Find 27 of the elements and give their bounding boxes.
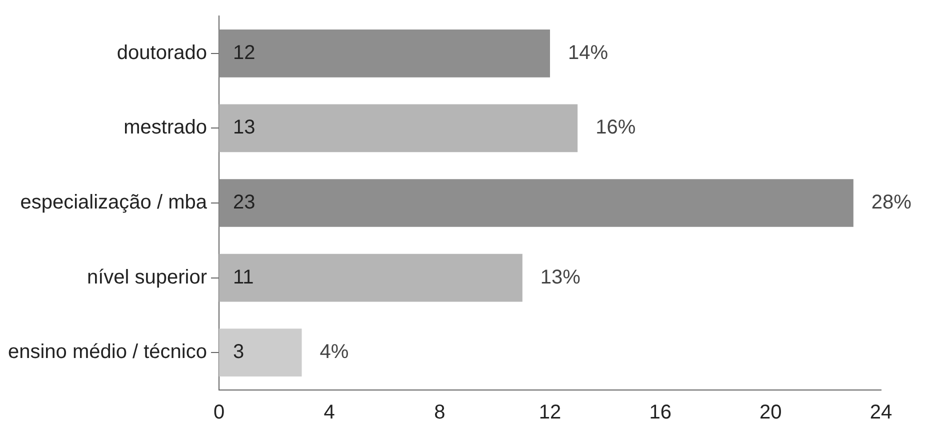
bar	[219, 104, 578, 152]
annotation: 14%	[568, 42, 608, 64]
annotation: 4%	[320, 341, 349, 364]
annotation: 28%	[871, 192, 912, 214]
x-tick-label: 8	[434, 402, 446, 424]
bar	[219, 29, 550, 78]
y-tick-label: especialização / mba	[20, 192, 208, 214]
bar	[219, 179, 854, 227]
x-tick-label: 20	[760, 402, 782, 424]
data-label: 3	[233, 341, 244, 364]
annotation: 13%	[540, 266, 581, 288]
x-tick-label: 4	[324, 402, 335, 424]
y-tick-label: mestrado	[124, 116, 208, 139]
y-tick-label: ensino médio / técnico	[8, 341, 208, 364]
x-tick-label: 12	[538, 402, 562, 424]
bar	[219, 328, 302, 377]
data-label: 11	[233, 266, 254, 288]
x-tick-label: 0	[213, 402, 225, 424]
data-label: 12	[233, 42, 256, 64]
y-tick-label: doutorado	[116, 42, 208, 64]
x-tick-label: 16	[649, 402, 672, 424]
bar	[219, 254, 522, 302]
data-label: 23	[233, 192, 256, 214]
data-label: 13	[233, 116, 256, 139]
annotation: 16%	[596, 116, 636, 139]
x-tick-label: 24	[870, 402, 892, 424]
y-tick-label: nível superior	[86, 266, 208, 288]
